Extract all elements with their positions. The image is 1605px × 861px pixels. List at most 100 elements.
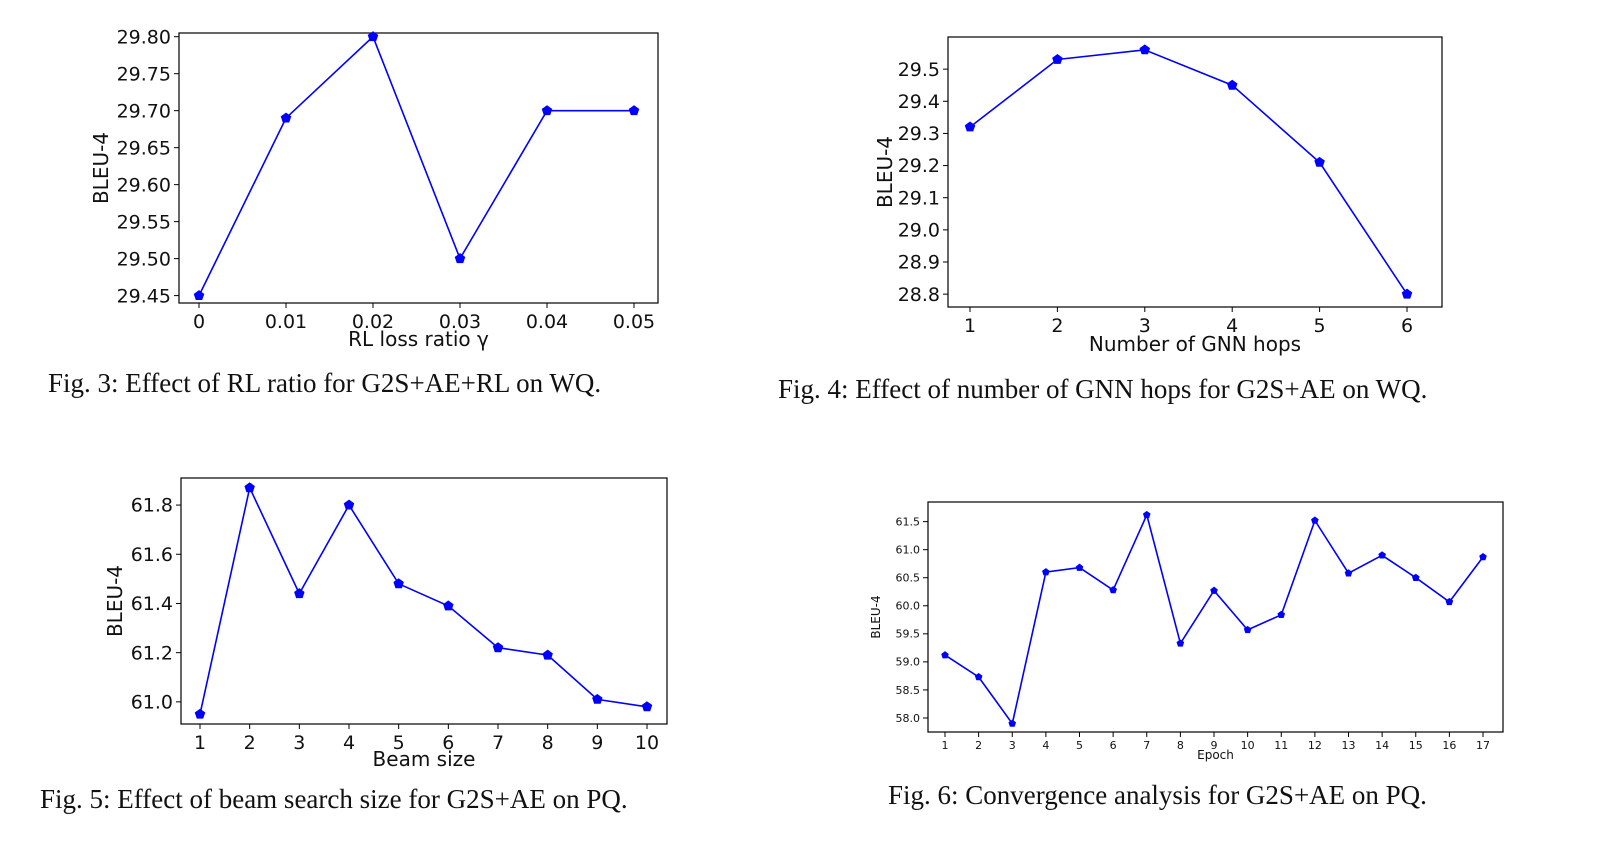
data-point [1445,597,1454,606]
x-tick-label: 6 [1110,739,1117,752]
series-line [969,49,1408,295]
x-tick-label: 0.05 [613,311,655,333]
data-point [964,121,976,132]
caption-fig6: Fig. 6: Convergence analysis for G2S+AE … [888,780,1427,810]
data-point [974,673,983,681]
x-tick-label: 5 [1076,739,1083,752]
data-point [280,112,292,123]
chart-fig6: 58.0 58.5 59.0 59.5 60.0 60.5 61.0 61.5 1 2 3 4 5 6 7 8… [800,430,1605,856]
y-tick-label: 58.0 [896,712,921,725]
x-tick-label: 2 [975,739,982,752]
y-tick-label: 61.0 [896,544,921,557]
y-tick-label: 29.50 [117,248,171,270]
y-tick-label: 28.9 [898,252,940,274]
y-tick-label: 29.5 [898,59,940,81]
x-tick-label: 15 [1409,739,1423,752]
x-axis-label: Number of GNN hops [1089,332,1301,356]
plot-frame [927,501,1504,733]
y-tick-label: 29.0 [898,220,940,242]
x-tick-label: 8 [542,732,554,754]
y-tick-label: 61.4 [131,593,173,615]
data-point [1311,516,1319,524]
data-point [1109,586,1117,594]
data-point [1210,586,1218,594]
y-axis-label: BLEU-4 [873,136,897,208]
data-point [194,708,206,719]
chart-fig4: 28.8 28.9 29.0 29.1 29.2 29.3 29.4 29.5 1 2 3 4 5 6 Nu… [800,0,1605,420]
data-point [1401,288,1413,299]
data-point [1411,573,1420,582]
y-tick-label: 60.5 [896,572,921,585]
plot-frame [947,36,1443,308]
y-tick-label: 29.80 [117,26,171,48]
caption-fig3: Fig. 3: Effect of RL ratio for G2S+AE+RL… [48,368,602,398]
x-tick-label: 13 [1342,739,1356,752]
data-point [244,482,255,493]
x-axis-label: Epoch [1197,748,1234,762]
x-tick-label: 14 [1375,739,1389,752]
y-tick-label: 29.1 [898,187,940,209]
plot-frame [180,477,668,725]
x-tick-label: 3 [293,732,305,754]
data-point [1142,510,1151,519]
y-tick-label: 29.55 [117,211,171,233]
y-tick-label: 29.70 [117,100,171,122]
y-tick-label: 29.2 [898,155,940,177]
data-point [542,649,553,660]
series-line [199,485,648,715]
data-point [193,290,205,301]
x-tick-label: 9 [591,732,603,754]
y-tick-label: 58.5 [896,684,921,697]
x-tick-label: 10 [1241,739,1255,752]
data-point [367,31,379,42]
x-tick-label: 0.04 [526,311,568,333]
y-tick-label: 29.45 [117,285,171,307]
data-point [1344,569,1353,577]
data-point [1226,79,1238,90]
chart-fig5: 61.0 61.2 61.4 61.6 61.8 1 2 3 4 5 6 7 8 9 10 Beam size… [0,430,800,856]
x-tick-label: 4 [343,732,355,754]
y-tick-label: 61.0 [131,692,173,714]
data-point [1075,563,1084,571]
x-tick-label: 0.01 [265,311,307,333]
x-tick-label: 6 [1401,315,1413,337]
data-point [941,651,949,659]
data-point [443,600,454,611]
x-tick-label: 10 [635,732,659,754]
caption-fig5: Fig. 5: Effect of beam search size for G… [40,784,628,814]
y-tick-label: 59.5 [896,628,921,641]
y-tick-label: 61.6 [131,544,173,566]
y-tick-label: 28.8 [898,284,940,306]
x-tick-label: 8 [1177,739,1184,752]
x-tick-label: 17 [1476,739,1490,752]
x-axis-label: Beam size [373,747,476,771]
y-tick-label: 60.0 [896,600,921,613]
x-tick-label: 6 [442,732,454,754]
caption-fig4: Fig. 4: Effect of number of GNN hops for… [778,374,1428,404]
x-tick-label: 4 [1226,315,1238,337]
x-tick-label: 0.03 [439,311,481,333]
data-point [1378,551,1386,559]
y-tick-label: 61.5 [896,515,921,528]
x-axis-label: RL loss ratio γ [348,327,489,351]
x-tick-label: 9 [1211,739,1218,752]
y-tick-label: 61.2 [131,642,173,664]
data-point [641,701,653,712]
x-tick-label: 5 [1314,315,1326,337]
data-point [1052,54,1063,64]
chart-fig6-svg: 58.058.559.059.560.060.561.061.51 2 3 4 5 6 7 8… [869,501,1504,762]
data-point [592,693,603,704]
y-tick-label: 29.75 [117,63,171,85]
chart-fig3: 29.45 29.50 29.55 29.60 29.65 29.70 29.75 29.80… [0,0,800,420]
x-tick-label: 5 [393,732,405,754]
chart-fig5-svg: 61.0 61.2 61.4 61.6 61.8 1 2 3 4 5 6 7 8 9 10 Beam size… [103,477,668,771]
data-point [541,105,553,116]
y-tick-label: 29.65 [117,137,171,159]
x-tick-label: 16 [1442,739,1456,752]
data-point [294,588,305,599]
data-point [1314,156,1325,167]
y-tick-label: 29.3 [898,123,940,145]
data-point [1176,639,1185,647]
series-line [944,512,1484,726]
y-tick-label: 61.8 [131,495,173,517]
